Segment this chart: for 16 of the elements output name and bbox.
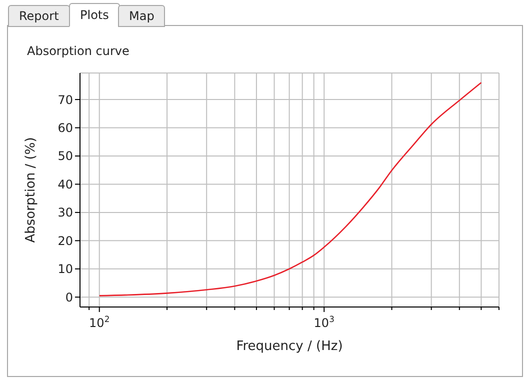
- text: Map: [118, 5, 166, 27]
- y-tick-label: 70: [58, 92, 73, 107]
- y-axis-title: Absorption / (%): [24, 137, 39, 243]
- text: Plots: [69, 3, 120, 27]
- y-tick-label: 0: [65, 290, 73, 304]
- x-tick-label: 10$^{2}$: [89, 314, 110, 330]
- text: Report: [8, 5, 70, 27]
- y-tick-label: 30: [58, 206, 73, 220]
- y-tick-label: 50: [58, 149, 73, 164]
- y-tick-label: 20: [58, 234, 73, 248]
- chart-title: Absorption curve: [27, 44, 130, 58]
- y-tick-label: 40: [58, 177, 73, 192]
- y-tick-label: 60: [58, 121, 73, 136]
- y-tick-label: 10: [58, 262, 73, 276]
- x-tick-label: 10$^{3}$: [314, 314, 334, 330]
- x-axis-title: Frequency / (Hz): [236, 339, 343, 354]
